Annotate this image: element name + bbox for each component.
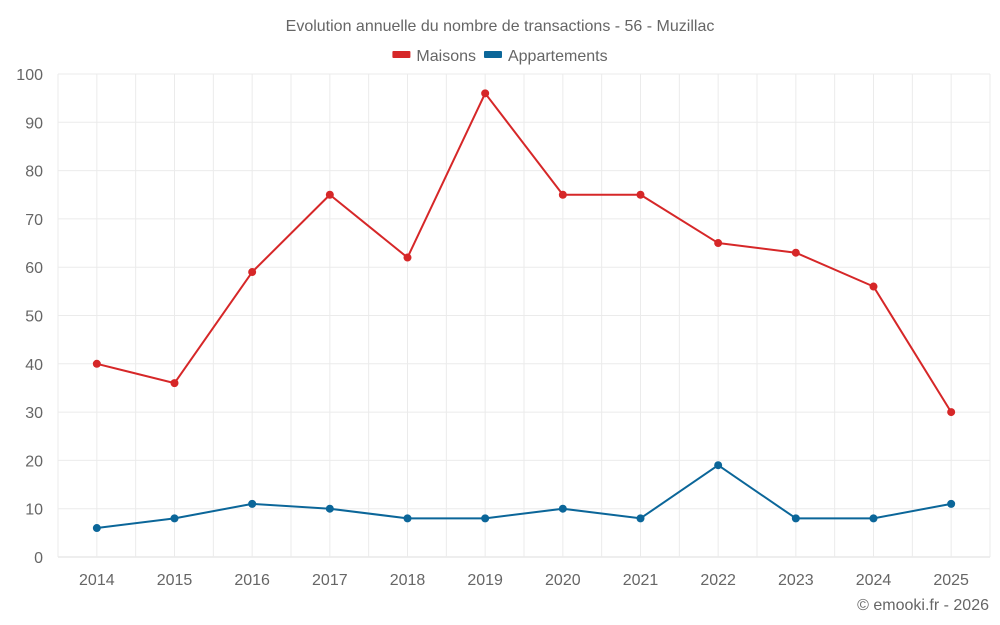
series-line: [96, 464, 952, 530]
x-tick-label: 2025: [933, 572, 969, 589]
y-axis: 0 10 20 30 40 50 60 70 80 90 100: [16, 67, 43, 567]
data-point[interactable]: [92, 524, 101, 533]
x-tick-label: 2024: [856, 572, 892, 589]
x-tick-label: 2019: [467, 572, 503, 589]
legend-swatch: [392, 51, 411, 58]
legend-label: Appartements: [508, 48, 608, 65]
data-point[interactable]: [481, 89, 490, 98]
data-point[interactable]: [869, 282, 878, 291]
legend-swatch: [483, 51, 502, 58]
chart-title: Evolution annuelle du nombre de transact…: [286, 18, 715, 35]
legend-label: Maisons: [416, 48, 476, 65]
x-tick-label: 2015: [157, 572, 193, 589]
y-tick-label: 40: [25, 357, 43, 374]
x-tick-label: 2016: [234, 572, 270, 589]
legend: Maisons Appartements: [392, 48, 608, 65]
x-tick-label: 2023: [778, 572, 814, 589]
y-tick-label: 0: [34, 550, 43, 567]
legend-item-appartements[interactable]: Appartements: [483, 48, 608, 65]
data-point[interactable]: [636, 190, 645, 199]
x-axis: 2014 2015 2016 2017 2018 2019 2020 2021 2022 2023…: [79, 572, 969, 589]
series-line: [96, 92, 953, 413]
data-point[interactable]: [947, 408, 956, 417]
data-point[interactable]: [558, 504, 567, 513]
data-point[interactable]: [248, 499, 257, 508]
data-point[interactable]: [92, 359, 101, 368]
x-tick-label: 2021: [623, 572, 659, 589]
legend-item-maisons[interactable]: Maisons: [392, 48, 476, 65]
x-tick-label: 2020: [545, 572, 581, 589]
series-maisons: [92, 89, 956, 417]
data-point[interactable]: [481, 514, 490, 523]
grid: [57, 73, 991, 558]
data-point[interactable]: [791, 514, 800, 523]
x-tick-label: 2018: [390, 572, 426, 589]
data-point[interactable]: [869, 514, 878, 523]
y-tick-label: 10: [25, 502, 43, 519]
y-tick-label: 50: [25, 309, 43, 326]
data-point[interactable]: [791, 248, 800, 257]
x-tick-label: 2014: [79, 572, 115, 589]
y-tick-label: 30: [25, 405, 43, 422]
y-tick-label: 20: [25, 453, 43, 470]
data-point[interactable]: [714, 461, 723, 470]
y-tick-label: 100: [16, 67, 43, 84]
y-tick-label: 90: [25, 115, 43, 132]
data-point[interactable]: [170, 514, 179, 523]
data-point[interactable]: [947, 499, 956, 508]
series-appartements: [92, 461, 956, 533]
data-point[interactable]: [325, 190, 334, 199]
data-point[interactable]: [248, 268, 257, 277]
copyright-footer: © emooki.fr - 2026: [857, 597, 989, 614]
x-tick-label: 2022: [700, 572, 736, 589]
y-tick-label: 80: [25, 164, 43, 181]
data-point[interactable]: [170, 379, 179, 388]
data-point[interactable]: [558, 190, 567, 199]
series-group: [92, 89, 956, 533]
data-point[interactable]: [636, 514, 645, 523]
data-point[interactable]: [714, 239, 723, 248]
y-tick-label: 60: [25, 260, 43, 277]
y-tick-label: 70: [25, 212, 43, 229]
x-tick-label: 2017: [312, 572, 348, 589]
data-point[interactable]: [403, 514, 412, 523]
data-point[interactable]: [403, 253, 412, 262]
data-point[interactable]: [325, 504, 334, 513]
